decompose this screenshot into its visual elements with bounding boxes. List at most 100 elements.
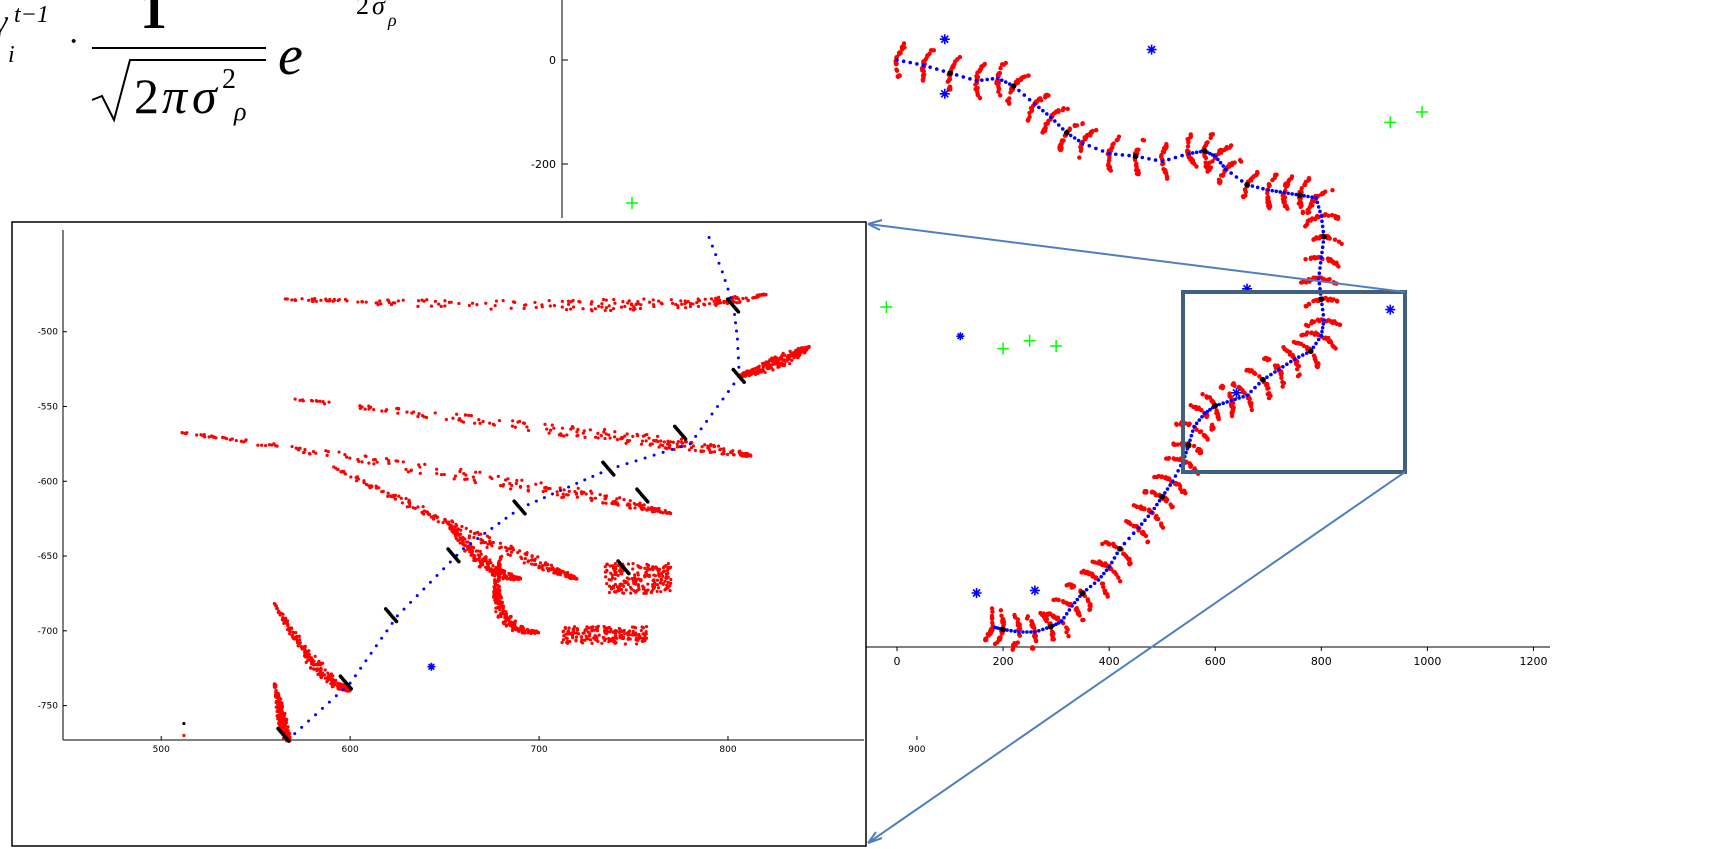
inset-particle — [626, 633, 630, 637]
main-particle — [1330, 187, 1335, 193]
main-particle — [1199, 407, 1204, 413]
main-path-point — [1027, 97, 1032, 102]
inset-particle — [306, 658, 310, 662]
inset-particle — [481, 560, 485, 564]
main-particle — [1204, 395, 1210, 400]
inset-particle — [281, 722, 285, 726]
inset-axis-ticks: 500 600 700 800 900 -500 -550 -600 -650 -700 -750 — [38, 328, 926, 755]
inset-particle — [562, 634, 566, 638]
main-path-point — [1094, 146, 1098, 151]
inset-particle — [575, 495, 580, 499]
main-x-tick-label: 400 — [1099, 655, 1120, 668]
inset-particle — [420, 510, 424, 515]
inset-particle — [299, 644, 303, 649]
inset-particle — [234, 438, 238, 443]
inset-particle — [422, 415, 426, 419]
main-particle — [1081, 568, 1086, 574]
inset-path-series — [276, 235, 746, 743]
main-particle — [1161, 149, 1166, 154]
inset-particle — [399, 496, 403, 500]
inset-particle — [284, 616, 288, 620]
main-landmark-blue — [1242, 283, 1253, 294]
main-particle — [1134, 148, 1140, 153]
main-particle — [1051, 111, 1056, 116]
main-particle-cloud — [1280, 174, 1295, 211]
main-particle — [1139, 506, 1144, 511]
main-path-point — [921, 63, 926, 67]
inset-landmark-blue — [956, 332, 965, 341]
main-landmark-green — [1023, 334, 1036, 347]
inset-particle — [276, 707, 280, 712]
main-path-point — [1060, 127, 1065, 131]
inset-particle — [571, 426, 575, 430]
main-particle — [894, 54, 900, 60]
main-path-point — [1120, 153, 1125, 157]
main-particle — [1056, 597, 1061, 603]
main-path-point — [1322, 318, 1326, 322]
formula-numerator: 1 — [140, 0, 167, 40]
main-particle — [1240, 388, 1245, 393]
main-particle — [1201, 432, 1206, 438]
main-particle — [1060, 107, 1065, 113]
inset-path-point — [567, 485, 571, 489]
inset-particle — [703, 297, 707, 301]
main-particle — [1170, 504, 1175, 510]
inset-particle — [583, 435, 587, 439]
inset-particle — [499, 602, 503, 606]
inset-particle — [302, 450, 306, 454]
inset-particle — [608, 564, 612, 568]
inset-particle — [401, 298, 405, 302]
main-path-point — [1185, 446, 1190, 451]
inset-path-point — [327, 700, 331, 704]
main-particle — [983, 636, 988, 642]
inset-particle — [360, 460, 364, 464]
inset-particle — [616, 503, 620, 507]
inset-particle — [577, 299, 581, 304]
inset-particle — [662, 440, 666, 444]
inset-particle — [557, 433, 561, 437]
inset-particle — [653, 509, 657, 514]
main-path-point — [1274, 189, 1279, 194]
inset-particle — [500, 554, 504, 558]
inset-particle — [632, 305, 636, 309]
main-particle — [1228, 395, 1234, 400]
main-particle — [1102, 563, 1108, 568]
inset-particle — [439, 304, 443, 308]
inset-path-point — [734, 321, 738, 325]
inset-particle — [384, 409, 388, 413]
main-path-point — [1278, 190, 1283, 194]
inset-particle — [664, 587, 668, 591]
main-particle — [1303, 322, 1309, 328]
main-path-point — [1176, 469, 1180, 473]
inset-particle — [623, 642, 627, 646]
inset-particle — [628, 503, 632, 507]
inset-particle — [433, 411, 437, 415]
main-estimate-point — [1132, 153, 1139, 159]
inset-particle — [596, 436, 600, 440]
main-particle — [1312, 332, 1317, 337]
main-landmark-green — [1050, 340, 1063, 352]
inset-particle — [631, 631, 635, 635]
inset-particle — [754, 371, 758, 375]
inset-path-point — [469, 542, 473, 546]
inset-particle — [527, 629, 531, 633]
inset-particle — [625, 432, 629, 436]
main-path-point — [1160, 159, 1164, 164]
inset-path-point — [307, 719, 311, 723]
inset-particle — [363, 454, 367, 458]
main-particle — [1085, 599, 1091, 604]
inset-particle — [371, 458, 376, 462]
inset-particle — [626, 301, 630, 305]
inset-particle — [506, 477, 510, 481]
inset-particle — [459, 528, 463, 532]
inset-particle — [276, 693, 280, 697]
main-particle — [995, 72, 1001, 77]
inset-particle — [607, 577, 611, 582]
inset-particle — [603, 436, 607, 441]
inset-particle — [604, 575, 608, 579]
inset-estimate-point — [287, 739, 291, 743]
main-path-point — [1237, 396, 1241, 400]
main-particle — [1058, 144, 1063, 149]
sqrt-sign — [91, 59, 266, 123]
main-x-tick-label: 200 — [993, 655, 1014, 668]
